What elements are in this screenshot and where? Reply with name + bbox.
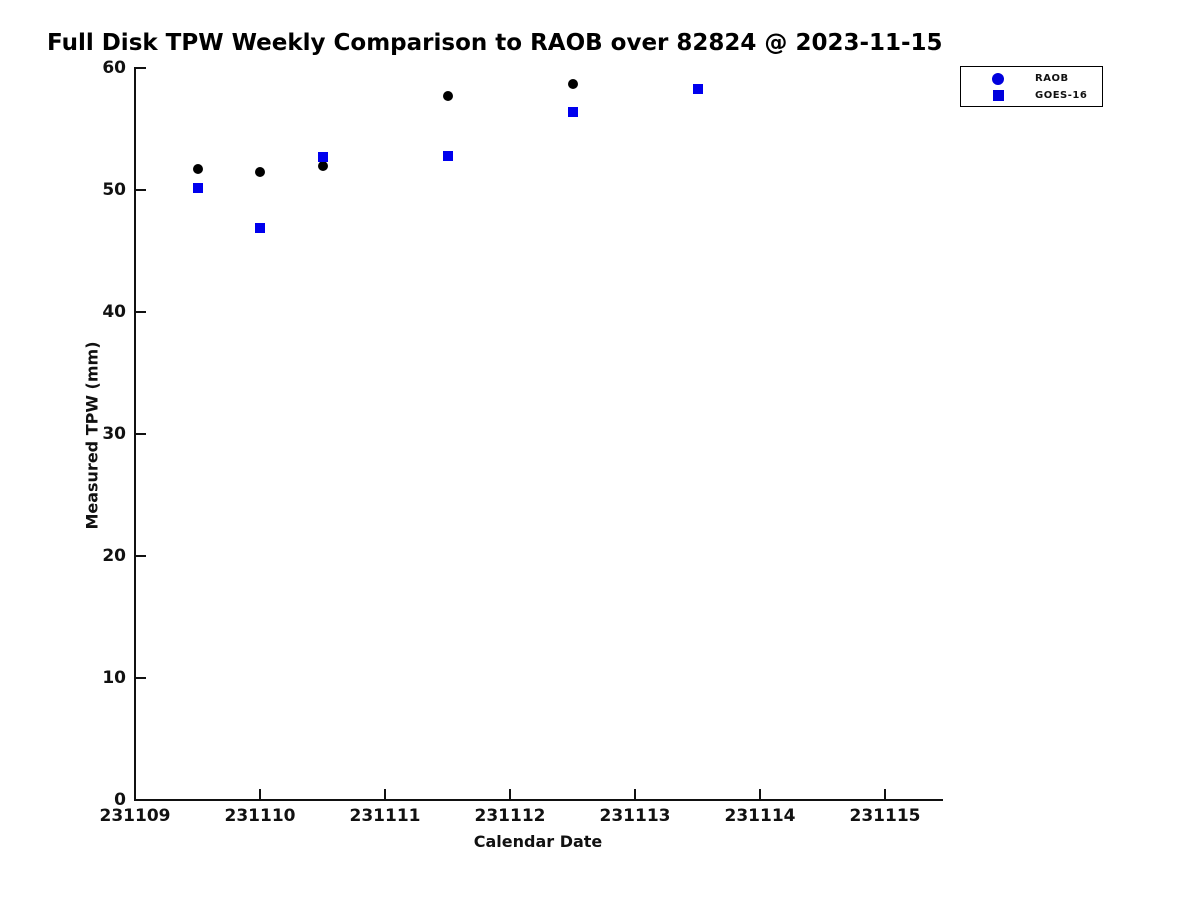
x-tick-label: 231109 [99, 806, 171, 826]
point-goes-16 [317, 152, 328, 163]
legend-item-goes16: GOES-16 [961, 87, 1102, 104]
legend-marker-cell [961, 90, 1035, 101]
x-tick-label: 231111 [349, 806, 421, 826]
x-tick-label: 231115 [849, 806, 921, 826]
point-raob [442, 91, 453, 102]
y-tick-mark [135, 554, 146, 557]
legend-label-raob: RAOB [1035, 73, 1069, 84]
x-tick-label: 231114 [724, 806, 796, 826]
point-raob [567, 78, 578, 89]
y-tick-mark [135, 189, 146, 191]
y-tick-mark [135, 310, 146, 313]
point-raob [192, 164, 203, 175]
point-goes-16 [692, 83, 703, 94]
x-tick-mark [259, 789, 261, 800]
x-tick-label: 231112 [474, 806, 546, 826]
point-raob [317, 160, 328, 171]
point-goes-16 [567, 106, 578, 117]
y-tick-label: 50 [102, 180, 126, 200]
raob-circle-icon [992, 72, 1004, 85]
x-tick-mark [884, 789, 886, 800]
x-tick-label: 231113 [599, 806, 671, 826]
y-tick-label: 10 [102, 667, 126, 688]
point-raob [255, 166, 265, 177]
y-tick-label: 30 [102, 423, 126, 444]
x-tick-mark [384, 789, 386, 800]
x-axis-label: Calendar Date [473, 832, 603, 851]
legend-marker-cell [961, 72, 1035, 85]
x-tick-mark [759, 789, 761, 800]
y-tick-mark [135, 798, 146, 801]
y-tick-mark [135, 432, 146, 435]
point-goes-16 [255, 222, 265, 233]
legend-item-raob: RAOB [961, 70, 1102, 87]
y-tick-label: 0 [114, 789, 126, 810]
y-tick-mark [135, 676, 146, 679]
point-goes-16 [442, 150, 453, 161]
legend: RAOB GOES-16 [960, 66, 1103, 107]
y-tick-mark [135, 67, 146, 70]
legend-label-goes16: GOES-16 [1035, 90, 1088, 101]
x-tick-mark [134, 789, 136, 800]
point-goes-16 [192, 182, 203, 193]
x-tick-mark [634, 789, 636, 800]
goes16-square-icon [992, 90, 1004, 101]
y-tick-label: 40 [102, 301, 126, 322]
chart-title: Full Disk TPW Weekly Comparison to RAOB … [47, 30, 943, 56]
y-tick-label: 20 [102, 545, 126, 566]
x-tick-label: 231110 [224, 806, 296, 826]
y-tick-label: 60 [102, 58, 126, 79]
x-tick-mark [509, 789, 511, 800]
x-axis-line [134, 799, 943, 801]
